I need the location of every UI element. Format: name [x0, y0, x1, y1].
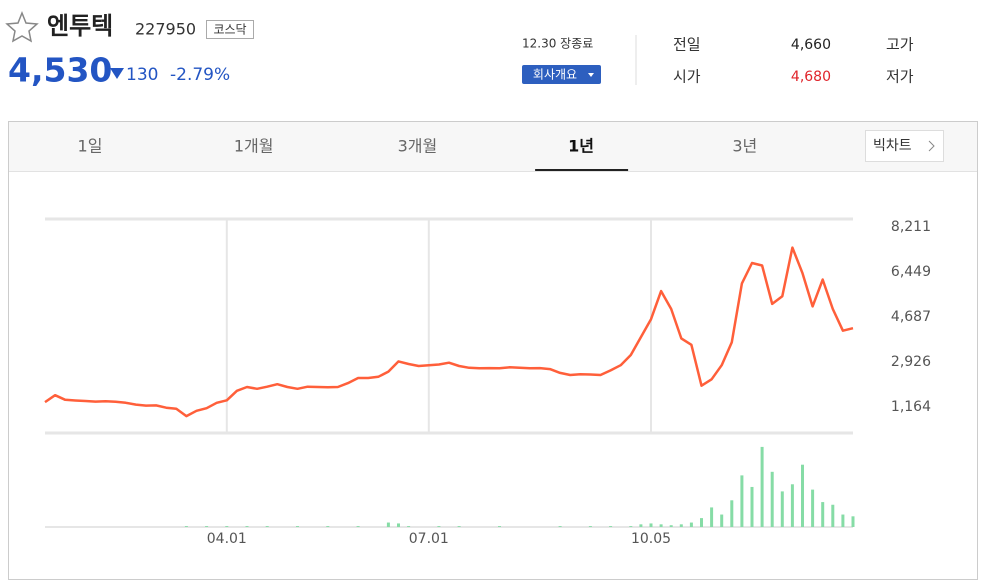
volume-bar [760, 446, 764, 527]
volume-bar [184, 526, 188, 527]
tab[interactable]: 1개월 [234, 137, 274, 156]
tab[interactable]: 1일 [78, 137, 103, 156]
current-price: 4,530 [8, 51, 112, 90]
y-tick-label: 6,449 [891, 264, 931, 280]
chart-box [8, 121, 978, 580]
volume-bar [780, 491, 784, 527]
y-tick-label: 2,926 [891, 354, 931, 370]
y-tick-label: 1,164 [891, 399, 931, 415]
volume-bar [821, 502, 825, 527]
company-button[interactable] [522, 65, 601, 84]
stock-code: 227950 [135, 20, 196, 39]
volume-bar [386, 522, 390, 527]
x-tick-label: 10.05 [631, 531, 671, 547]
volume-bar [740, 475, 744, 527]
market-label: 코스닥 [213, 23, 246, 37]
plot: 04.01 07.01 10.05 1,164 2,926 4,687 6,449 8,211 [44, 217, 931, 547]
volume-bar [205, 526, 209, 527]
x-tick-label: 07.01 [409, 531, 449, 547]
big-chart-button[interactable] [865, 130, 944, 162]
volume-bar [750, 486, 754, 527]
volume-bar [558, 526, 562, 527]
volume-bar [770, 471, 774, 527]
volume-bar [326, 526, 330, 527]
volume-bar [245, 526, 249, 527]
volume-bar [588, 526, 592, 527]
y-tick-label: 8,211 [891, 219, 931, 235]
market-status: 12.30 장종료 [522, 37, 593, 51]
volume-bar [498, 526, 501, 527]
volume-bar [790, 484, 794, 527]
price-change-pct: -2.79% [170, 65, 230, 85]
volume-bar [700, 518, 703, 527]
volume-bar [841, 514, 845, 527]
volume-bar [720, 514, 724, 527]
stock-name: 엔투텍 [47, 12, 113, 40]
y-tick-label: 4,687 [891, 309, 931, 325]
volume-bar [407, 526, 411, 527]
company-button-label[interactable]: 회사개요 [533, 68, 577, 82]
volume-bar [437, 526, 441, 527]
price-line [44, 246, 854, 418]
down-arrow [110, 68, 124, 79]
volume-bar [457, 526, 461, 527]
big-chart-label[interactable]: 빅차트 [873, 138, 912, 154]
tab[interactable]: 3년 [732, 137, 757, 156]
market-badge [206, 20, 254, 39]
volume-bar [811, 489, 815, 527]
x-tick-label: 04.01 [207, 531, 247, 547]
volume-bar [831, 504, 835, 527]
tab-bar [9, 122, 977, 171]
volume-bar [356, 526, 360, 527]
volume-bar [225, 526, 229, 527]
volume-bar [851, 516, 855, 527]
chevron [928, 140, 935, 152]
quote-label: 전일 [673, 36, 701, 54]
tab[interactable]: 3개월 [398, 137, 438, 156]
volume-bar [679, 524, 683, 527]
volume-bar [669, 525, 673, 527]
dropdown-caret [588, 73, 594, 77]
price-change: 130 [126, 65, 158, 85]
quote-value: 4,680 [791, 69, 831, 85]
volume-bar [609, 526, 613, 527]
tab[interactable]: 1년 [568, 137, 594, 156]
volume-bar [629, 526, 633, 527]
quote-label: 고가 [886, 36, 914, 54]
tabs: 1일 1개월 3개월 1년 3년 [78, 137, 757, 171]
volume-bar [397, 523, 400, 527]
favorite-star[interactable] [5, 10, 39, 43]
volume-bar [639, 524, 643, 527]
quote-label: 저가 [886, 68, 914, 86]
volume-bar [265, 526, 269, 527]
volume-bar [689, 522, 693, 527]
quote-value: 4,660 [791, 37, 831, 53]
volume-bar [659, 524, 663, 527]
volume-bar [801, 464, 804, 527]
volume-bar [649, 523, 653, 527]
volume-bar [730, 500, 734, 527]
volume-bar [710, 507, 714, 527]
quote-label: 시가 [673, 68, 701, 86]
volume-bar [296, 526, 299, 527]
